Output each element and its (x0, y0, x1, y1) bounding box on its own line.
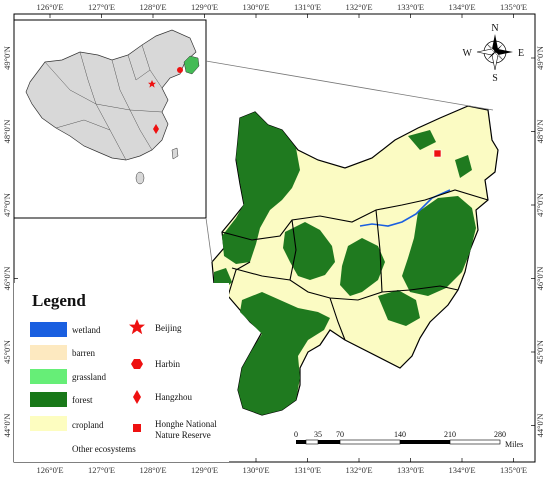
legend-beijing-label: Beijing (155, 323, 182, 333)
compass-e-label: E (518, 48, 524, 59)
lon-label-bottom: 131°0'E (294, 465, 321, 475)
hexagon-icon (131, 359, 143, 369)
legend-grassland-label: grassland (72, 372, 106, 382)
lon-label-bottom: 133°0'E (397, 465, 424, 475)
scale-bar: 0 35 70 140 210 280 Miles (294, 430, 523, 449)
coordinate-grid-labels: 126°0'E 126°0'E 127°0'E 127°0'E 128°0'E 128°0… (2, 2, 545, 475)
connector-line-bottom (205, 217, 213, 263)
compass-w-label: W (463, 48, 473, 59)
lat-label-right: 44°0'N (535, 414, 545, 438)
inset-hainan (135, 171, 145, 185)
lon-label-bottom: 126°0'E (36, 465, 63, 475)
legend-wetland-label: wetland (72, 325, 101, 335)
lon-label-top: 127°0'E (88, 2, 115, 12)
lon-label-top: 132°0'E (345, 2, 372, 12)
lon-label-top: 129°0'E (191, 2, 218, 12)
barren-swatch (30, 345, 67, 360)
compass-north-arrow (492, 34, 498, 52)
scale-label: 35 (314, 430, 322, 439)
inset-harbin-marker (177, 67, 183, 73)
lon-label-top: 134°0'E (448, 2, 475, 12)
scale-unit-label: Miles (505, 440, 523, 449)
lon-label-bottom: 128°0'E (139, 465, 166, 475)
diamond-icon (133, 390, 141, 404)
legend-forest-label: forest (72, 395, 93, 405)
lat-label-right: 47°0'N (535, 193, 545, 217)
lat-label-left: 49°0'N (2, 46, 12, 70)
scale-label: 210 (444, 430, 456, 439)
scale-label: 280 (494, 430, 506, 439)
inset-taiwan (171, 147, 179, 160)
compass-s-label: S (492, 73, 498, 84)
lat-label-left: 45°0'N (2, 340, 12, 364)
legend: Legend wetland barren grassland forest c… (14, 283, 229, 462)
legend-title: Legend (32, 291, 86, 310)
connector-line-top (205, 60, 494, 111)
legend-harbin-label: Harbin (155, 359, 180, 369)
lon-label-bottom: 135°0'E (500, 465, 527, 475)
lat-label-left: 44°0'N (2, 414, 12, 438)
lon-label-top: 133°0'E (397, 2, 424, 12)
lon-label-top: 126°0'E (36, 2, 63, 12)
study-area-map (211, 105, 499, 416)
lon-label-top: 135°0'E (500, 2, 527, 12)
inset-hangzhou-marker (153, 124, 159, 134)
cropland-swatch (30, 416, 67, 431)
legend-honghe-label-line2: Nature Reserve (155, 430, 211, 440)
forest-areas (214, 112, 476, 415)
inset-china-outline (25, 29, 197, 161)
scale-label: 0 (294, 430, 298, 439)
lat-label-left: 47°0'N (2, 193, 12, 217)
lon-label-bottom: 134°0'E (448, 465, 475, 475)
honghe-reserve-marker (433, 149, 442, 158)
lon-label-bottom: 127°0'E (88, 465, 115, 475)
inset-study-area-highlight (183, 55, 200, 75)
legend-cropland-label: cropland (72, 420, 104, 430)
inset-map (13, 19, 207, 219)
lat-label-right: 48°0'N (535, 120, 545, 144)
legend-hangzhou-label: Hangzhou (155, 392, 192, 402)
lat-label-left: 48°0'N (2, 120, 12, 144)
inset-province-lines (44, 44, 163, 161)
lat-label-left: 46°0'N (2, 267, 12, 291)
scale-label: 70 (336, 430, 344, 439)
lat-label-right: 45°0'N (535, 340, 545, 364)
lon-label-top: 128°0'E (139, 2, 166, 12)
lat-label-right: 49°0'N (535, 46, 545, 70)
lon-label-bottom: 130°0'E (242, 465, 269, 475)
compass-rose: N S E W (463, 23, 525, 84)
star-icon (129, 319, 145, 335)
compass-n-label: N (491, 23, 498, 34)
lon-label-bottom: 132°0'E (345, 465, 372, 475)
forest-swatch (30, 392, 67, 407)
lat-label-right: 46°0'N (535, 267, 545, 291)
wetland-swatch (30, 322, 67, 337)
scale-label: 140 (394, 430, 406, 439)
legend-other-label: Other ecosystems (72, 444, 136, 454)
lon-label-top: 130°0'E (242, 2, 269, 12)
county-boundaries (221, 189, 489, 341)
lon-label-top: 131°0'E (294, 2, 321, 12)
grassland-swatch (30, 369, 67, 384)
lon-label-bottom: 129°0'E (191, 465, 218, 475)
square-icon (133, 424, 141, 432)
compass-east-arrow (495, 49, 513, 55)
legend-honghe-label: Honghe National (155, 419, 217, 429)
inset-beijing-star (148, 80, 156, 88)
legend-barren-label: barren (72, 348, 95, 358)
